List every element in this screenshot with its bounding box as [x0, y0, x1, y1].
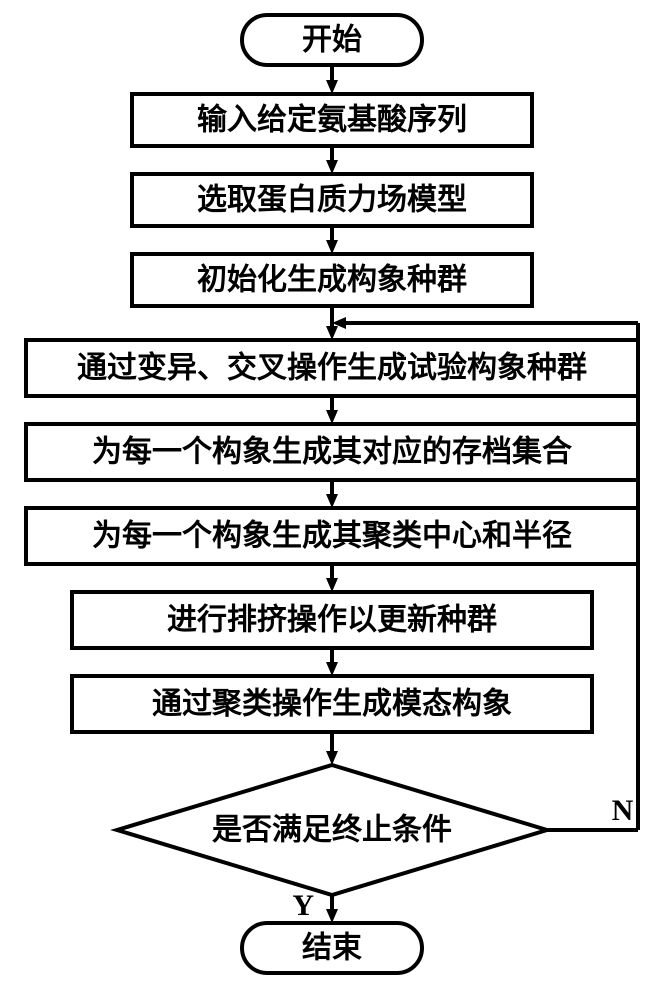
node-dec: 是否满足终止条件: [117, 765, 547, 895]
node-n7: 进行排挤操作以更新种群: [72, 592, 592, 648]
node-n4: 通过变异、交叉操作生成试验构象种群: [26, 340, 638, 396]
node-n5: 为每一个构象生成其对应的存档集合: [26, 424, 638, 480]
node-n2: 选取蛋白质力场模型: [132, 174, 532, 226]
node-label: 初始化生成构象种群: [197, 264, 467, 297]
node-label: 输入给定氨基酸序列: [197, 103, 467, 137]
svg-text:Y: Y: [292, 889, 314, 922]
node-label: 为每一个构象生成其聚类中心和半径: [92, 519, 572, 553]
node-end: 结束: [242, 923, 422, 973]
node-label: 通过变异、交叉操作生成试验构象种群: [77, 351, 587, 385]
node-n6: 为每一个构象生成其聚类中心和半径: [26, 508, 638, 564]
node-n3: 初始化生成构象种群: [132, 254, 532, 306]
node-label: 是否满足终止条件: [212, 814, 452, 847]
node-label: 通过聚类操作生成模态构象: [152, 688, 512, 721]
node-label: 结束: [302, 932, 362, 965]
node-start: 开始: [242, 15, 422, 65]
node-label: 开始: [302, 24, 362, 57]
flowchart: Y N 开始输入给定氨基酸序列选取蛋白质力场模型初始化生成构象种群通过变异、交叉操作…: [0, 0, 665, 1000]
node-n8: 通过聚类操作生成模态构象: [72, 676, 592, 732]
svg-text:N: N: [612, 794, 634, 827]
node-label: 选取蛋白质力场模型: [197, 184, 467, 217]
node-n1: 输入给定氨基酸序列: [132, 94, 532, 146]
node-label: 进行排挤操作以更新种群: [167, 604, 497, 637]
node-label: 为每一个构象生成其对应的存档集合: [92, 435, 572, 469]
